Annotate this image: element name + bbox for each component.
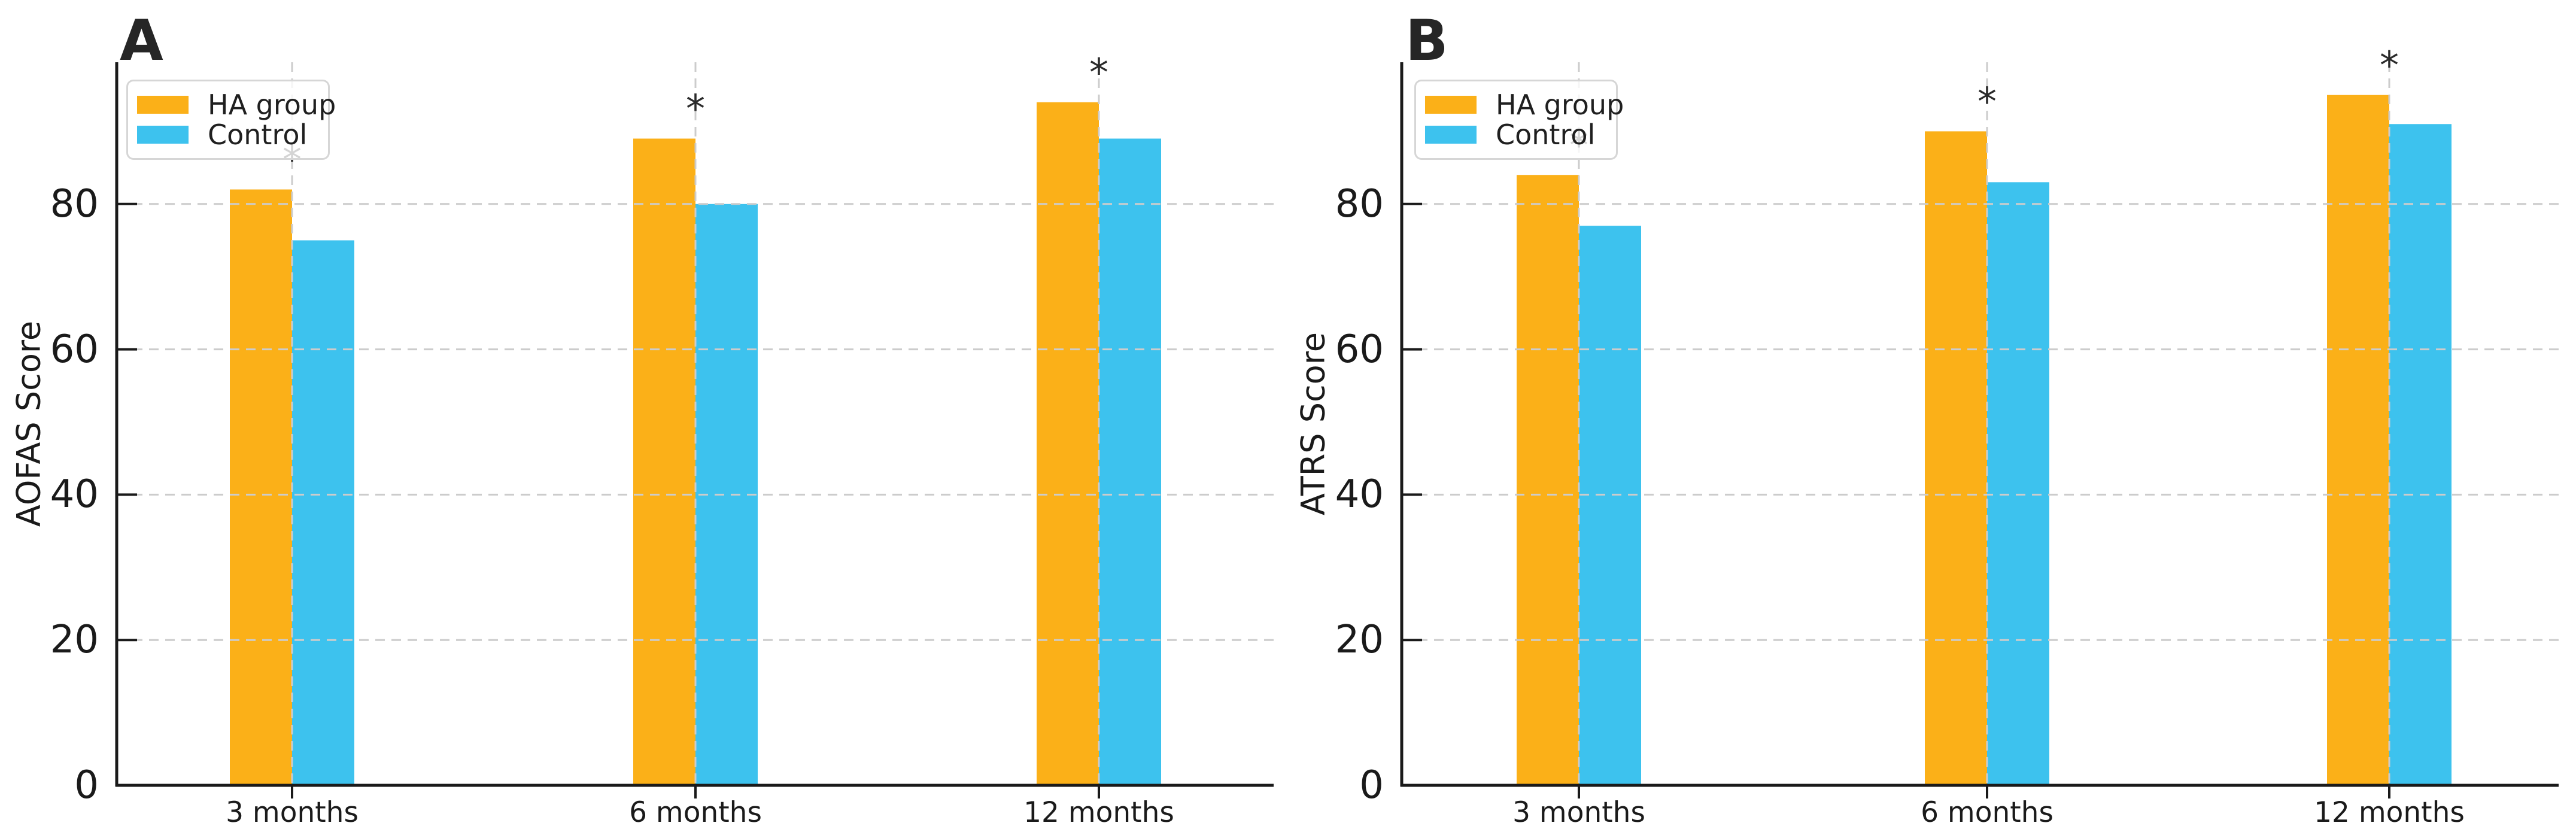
bar-control-12-months [2389,124,2452,785]
bar-control-3-months [1579,226,1641,786]
x-tick-label-12-months: 12 months [1023,796,1174,829]
panel-b-legend: HA group Control [1414,80,1624,160]
legend-item-ha: HA group [137,91,336,119]
legend-item-label: Control [1496,119,1596,151]
bar-ha-3-months [230,189,292,785]
bar-ha-12-months [2327,95,2389,786]
y-tick-label-60: 60 [1335,327,1384,372]
significance-asterisk-12-months: * [2380,44,2399,88]
legend-item-ha: HA group [1425,91,1624,119]
legend-item-label: HA group [208,89,336,121]
y-tick-label-0: 0 [74,763,99,807]
bar-control-3-months [292,240,354,785]
y-tick-label-0: 0 [1359,763,1384,807]
y-tick-label-80: 80 [1335,181,1384,226]
legend-item-label: Control [208,119,308,151]
y-tick-label-20: 20 [1335,618,1384,663]
ha-group-swatch [1425,96,1477,114]
y-tick-label-80: 80 [50,181,99,226]
legend-item-control: Control [1425,119,1605,151]
bar-control-12-months [1099,138,1161,785]
legend-item-label: HA group [1496,89,1624,121]
significance-asterisk-6-months: * [686,87,705,132]
y-tick-label-40: 40 [1335,472,1384,517]
x-tick-label-6-months: 6 months [629,796,762,829]
bar-ha-6-months [1925,131,1987,785]
x-tick-label-12-months: 12 months [2314,796,2465,829]
control-swatch [137,126,189,144]
x-tick-label-3-months: 3 months [1512,796,1645,829]
control-swatch [1425,126,1477,144]
bar-ha-12-months [1037,102,1099,786]
significance-asterisk-12-months: * [1089,51,1108,95]
legend-item-control: Control [137,119,317,151]
y-tick-label-20: 20 [50,618,99,663]
y-tick-label-60: 60 [50,327,99,372]
significance-asterisk-6-months: * [1977,80,1997,125]
ha-group-swatch [137,96,189,114]
y-tick-label-40: 40 [50,472,99,517]
panel-a-legend: HA group Control [126,80,336,160]
panel-a-label: A [120,8,163,74]
x-tick-label-3-months: 3 months [226,796,359,829]
panel-b-label: B [1405,8,1448,74]
bar-ha-6-months [633,138,695,785]
x-tick-label-6-months: 6 months [1921,796,2053,829]
bar-ha-3-months [1517,175,1579,785]
bar-control-6-months [1987,182,2049,785]
